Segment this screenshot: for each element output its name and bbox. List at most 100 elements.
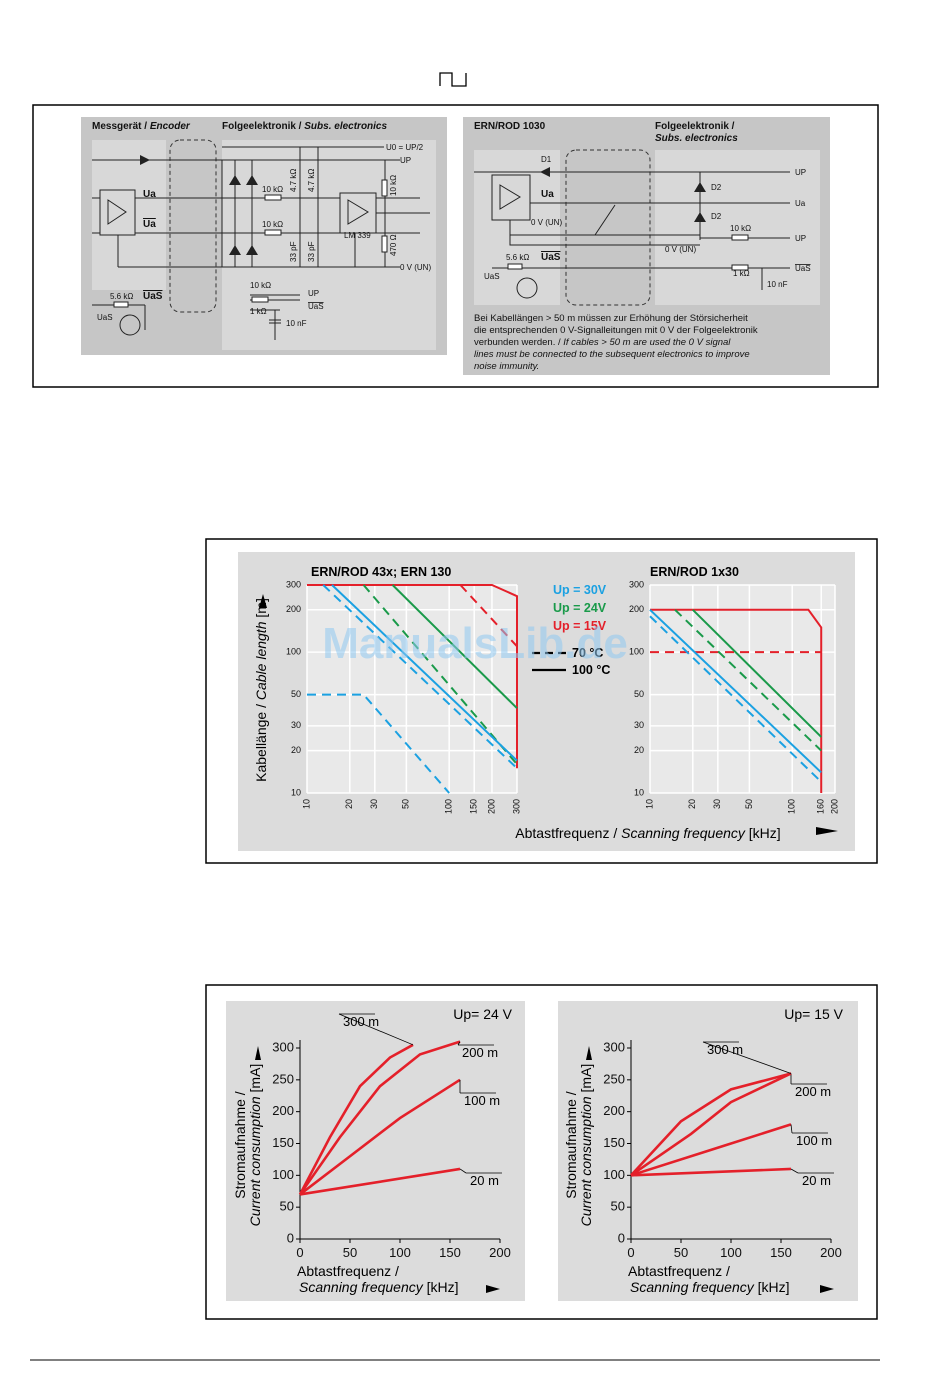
x-tick-label: 200 (486, 799, 496, 814)
label: 5.6 kΩ (110, 292, 133, 301)
text: Current consumption (247, 1096, 263, 1226)
x-tick-label: 150 (469, 799, 479, 814)
series-line (630, 1072, 792, 1177)
label: UaS (484, 272, 500, 281)
text: [m] (253, 598, 269, 621)
x-tick-label: 200 (820, 1245, 842, 1260)
circuit-left: Messgerät / Encoder Folgeelektronik / Su… (81, 117, 447, 355)
label-leader (702, 1041, 792, 1074)
y-tick-label: 150 (603, 1135, 625, 1150)
legend-label: Up = 24V (553, 601, 607, 615)
electronics-title: Folgeelektronik / (655, 121, 735, 132)
chart-title: Up= 24 V (453, 1006, 512, 1022)
y-tick-label: 300 (629, 579, 644, 589)
label: Ua (541, 189, 554, 200)
legend-label: 70 °C (572, 646, 603, 660)
text: [kHz] (754, 1279, 790, 1295)
label: 1 kΩ (250, 307, 267, 316)
electronics-title: Subs. electronics (655, 133, 738, 144)
resistor (381, 235, 388, 253)
y-tick-label: 10 (291, 787, 301, 797)
series-line (650, 608, 823, 793)
series-line (299, 1167, 461, 1196)
series-label: 200 m (462, 1045, 498, 1060)
resistor (731, 234, 749, 241)
label: Ua (143, 219, 156, 230)
x-tick-label: 10 (301, 799, 311, 809)
series-label: 300 m (343, 1014, 379, 1029)
plot-area (650, 585, 835, 793)
label: 4.7 kΩ (307, 169, 316, 192)
axis-label: Kabellänge / Cable length [m] (253, 598, 269, 782)
text: Stromaufnahme / (232, 1091, 248, 1198)
y-tick-label: 20 (634, 745, 644, 755)
watermark: ManualsLib.de (322, 619, 628, 668)
note: Bei Kabellängen > 50 m müssen zur Erhöhu… (474, 313, 748, 324)
transistor (516, 277, 538, 299)
comparator (339, 192, 377, 234)
y-tick-label: 10 (634, 787, 644, 797)
y-tick-label: 300 (272, 1039, 294, 1054)
label: UP (400, 156, 411, 165)
y-tick-label: 100 (286, 647, 301, 657)
label: 0 V (UN) (531, 218, 562, 227)
amp-triangle (499, 184, 521, 210)
y-tick-label: 150 (272, 1135, 294, 1150)
label-leader (790, 1168, 799, 1174)
label: 10 kΩ (250, 281, 271, 290)
resistor (381, 179, 388, 197)
note: lines must be connected to the subsequen… (474, 349, 750, 360)
label: 10 kΩ (262, 185, 283, 194)
comparator-triangle (347, 199, 369, 225)
text: [kHz] (423, 1279, 459, 1295)
text: Kabellänge / (253, 700, 269, 782)
series-line (331, 584, 518, 762)
x-tick-label: 100 (720, 1245, 742, 1260)
text: If cables > 50 m are used the 0 V signal (563, 337, 731, 348)
axis-label: Abtastfrequenz / Scanning frequency [kHz] (628, 1263, 790, 1295)
series-line (630, 1167, 792, 1177)
plot-area (307, 585, 517, 793)
series-line (630, 1072, 792, 1177)
text: Scanning frequency (621, 825, 746, 841)
x-tick-label: 160 (816, 799, 826, 814)
x-tick-label: 20 (344, 799, 354, 809)
axis-label: Abtastfrequenz / Scanning frequency [kHz… (515, 825, 780, 841)
resistor (251, 296, 269, 303)
legend-label: Up = 15V (553, 619, 607, 633)
y-tick-label: 200 (286, 604, 301, 614)
y-tick-label: 100 (629, 647, 644, 657)
note: die entsprechenden 0 V-Signalleitungen m… (474, 325, 758, 336)
label: UaS (541, 252, 561, 263)
encoder-title: ERN/ROD 1030 (474, 121, 546, 132)
text: [mA] (247, 1064, 263, 1097)
label: LM 339 (344, 231, 371, 240)
series-label: 100 m (796, 1133, 832, 1148)
x-tick-label: 300 (511, 799, 521, 814)
label: Ua (143, 189, 156, 200)
label-leader (459, 1168, 467, 1174)
x-tick-label: 0 (627, 1245, 634, 1260)
series-line (630, 1123, 792, 1177)
label: 0 V (UN) (400, 263, 431, 272)
capacitor (269, 319, 281, 324)
series-line (298, 1040, 461, 1196)
label: 10 nF (767, 280, 788, 289)
label: UaS (97, 313, 113, 322)
series-label: 20 m (470, 1173, 499, 1188)
axis-label: Stromaufnahme /Current consumption [mA] (563, 1064, 594, 1227)
x-tick-label: 30 (369, 799, 379, 809)
series-line (692, 609, 822, 738)
encoder-amp (99, 189, 136, 236)
transistor (119, 314, 141, 336)
label: UaS (143, 291, 163, 302)
text: Encoder (150, 121, 191, 132)
text: Abtastfrequenz / (515, 825, 621, 841)
y-tick-label: 300 (603, 1039, 625, 1054)
y-tick-label: 100 (272, 1167, 294, 1182)
axis-label: Abtastfrequenz / Scanning frequency [kHz] (297, 1263, 459, 1295)
x-tick-label: 100 (444, 799, 454, 814)
y-tick-label: 0 (618, 1230, 625, 1245)
y-tick-label: 50 (291, 689, 301, 699)
